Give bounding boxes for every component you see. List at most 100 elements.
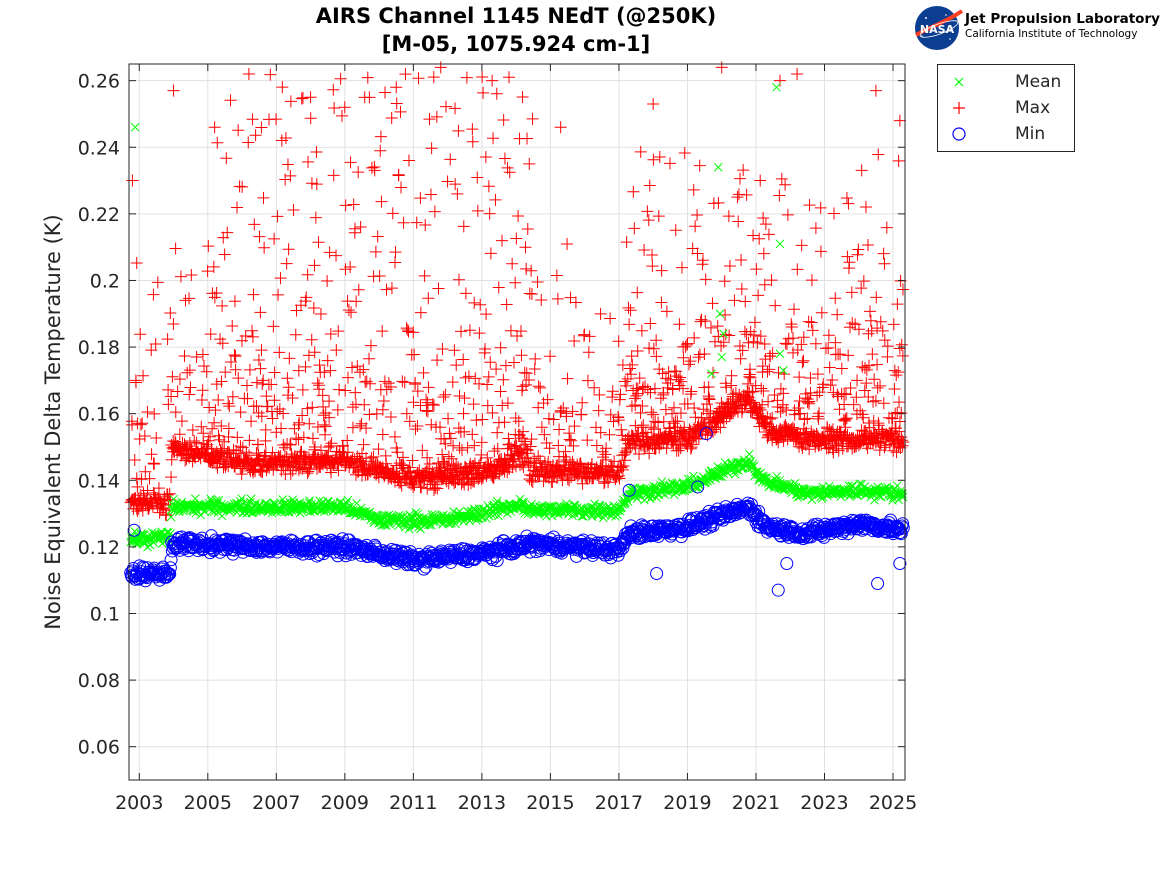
- max-point: [250, 447, 263, 460]
- max-point: [204, 328, 217, 341]
- max-point: [169, 435, 182, 448]
- max-point: [213, 433, 226, 446]
- legend: Mean Max Min: [937, 64, 1075, 152]
- max-point: [324, 439, 337, 452]
- max-point: [308, 346, 321, 359]
- max-point: [376, 428, 389, 441]
- max-point: [227, 443, 240, 456]
- max-point: [373, 269, 386, 282]
- max-point: [347, 198, 360, 211]
- max-point: [311, 420, 324, 433]
- max-point: [289, 328, 302, 341]
- max-point: [268, 366, 281, 379]
- max-point: [310, 178, 323, 191]
- max-point: [184, 381, 197, 394]
- max-point: [177, 447, 190, 460]
- max-point: [226, 390, 239, 403]
- max-point: [284, 95, 297, 108]
- max-point: [195, 420, 208, 433]
- max-point: [247, 288, 260, 301]
- max-point: [271, 405, 284, 418]
- max-point: [281, 158, 294, 171]
- max-point: [128, 492, 141, 505]
- max-point: [139, 465, 152, 478]
- jpl-subtitle: California Institute of Technology: [965, 28, 1138, 40]
- max-point: [293, 457, 306, 470]
- max-point: [376, 403, 389, 416]
- max-point: [250, 399, 263, 412]
- max-point: [150, 432, 163, 445]
- max-point: [183, 388, 196, 401]
- max-point: [295, 92, 308, 105]
- max-point: [248, 218, 261, 231]
- max-point: [218, 248, 231, 261]
- max-point: [367, 450, 380, 463]
- x-tick-label: 2017: [595, 792, 643, 814]
- max-point: [321, 275, 334, 288]
- chart-title-line-1: AIRS Channel 1145 NEdT (@250K): [315, 4, 717, 28]
- max-point: [224, 94, 237, 107]
- max-point: [215, 419, 228, 432]
- max-point: [212, 393, 225, 406]
- max-point: [302, 155, 315, 168]
- max-point: [342, 304, 355, 317]
- max-point: [299, 360, 312, 373]
- y-tick-label: 0.06: [78, 737, 120, 759]
- x-tick-label: 2019: [663, 792, 711, 814]
- max-point: [282, 243, 295, 256]
- max-point: [379, 86, 392, 99]
- max-point: [357, 438, 370, 451]
- max-point: [344, 260, 357, 273]
- y-tick-label: 0.1: [90, 603, 120, 625]
- max-point: [204, 430, 217, 443]
- max-point: [179, 442, 192, 455]
- max-point: [360, 422, 373, 435]
- max-point: [301, 402, 314, 415]
- max-point: [333, 383, 346, 396]
- y-axis-label: Noise Equivalent Delta Temperature (K): [41, 214, 65, 630]
- max-point: [234, 406, 247, 419]
- max-point: [363, 408, 376, 421]
- max-point: [346, 401, 359, 414]
- grid-lines: [129, 64, 905, 780]
- max-point: [380, 457, 393, 470]
- max-point: [165, 471, 178, 484]
- x-tick-label: 2009: [321, 792, 369, 814]
- x-marker-icon: [954, 77, 964, 87]
- legend-item-max: Max: [938, 96, 1074, 120]
- max-point: [363, 91, 376, 104]
- max-point: [308, 443, 321, 456]
- max-point: [266, 412, 279, 425]
- max-point: [211, 136, 224, 149]
- max-point: [296, 91, 309, 104]
- max-point: [359, 376, 372, 389]
- max-point: [374, 144, 387, 157]
- max-point: [282, 381, 295, 394]
- y-tick-label: 0.24: [78, 137, 120, 159]
- max-point: [143, 499, 156, 512]
- max-point: [276, 81, 289, 94]
- y-tick-label: 0.26: [78, 71, 120, 93]
- max-point: [321, 354, 334, 367]
- max-point: [307, 301, 320, 314]
- max-point: [220, 152, 233, 165]
- max-point: [318, 418, 331, 431]
- max-point: [188, 435, 201, 448]
- max-point: [149, 491, 162, 504]
- max-point: [324, 364, 337, 377]
- max-point: [374, 130, 387, 143]
- max-point: [275, 422, 288, 435]
- max-point: [335, 109, 348, 122]
- max-point: [332, 325, 345, 338]
- max-point: [354, 419, 367, 432]
- max-point: [348, 222, 361, 235]
- max-point: [223, 400, 236, 413]
- max-point: [385, 112, 398, 125]
- max-point: [369, 245, 382, 258]
- max-point: [358, 398, 371, 411]
- max-point: [134, 328, 147, 341]
- max-point: [216, 337, 229, 350]
- max-point: [165, 453, 178, 466]
- max-point: [165, 390, 178, 403]
- max-point: [171, 385, 184, 398]
